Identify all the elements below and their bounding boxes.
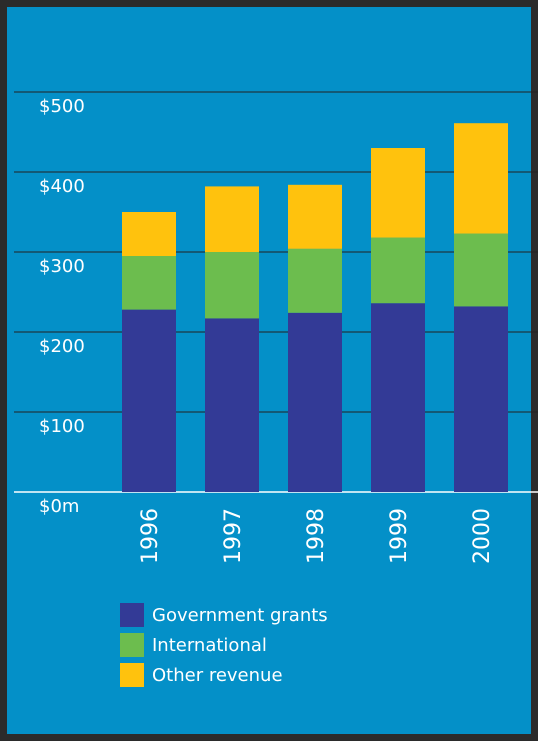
- bar-2000-other-revenue: [454, 123, 508, 234]
- x-tick-label-1997: 1997: [221, 508, 246, 564]
- bar-1996-other-revenue: [122, 212, 176, 256]
- bar-2000-international: [454, 233, 508, 307]
- y-tick-label-200: $200: [39, 336, 85, 357]
- bar-2000-government-grants: [454, 306, 508, 492]
- legend-label-international: International: [152, 634, 267, 656]
- legend-swatch-government-grants: [120, 603, 144, 627]
- stacked-bar-chart: $0m $100 $200 $300 $400 $500 1996 1997 1998 1999…: [14, 91, 538, 564]
- bar-1999-international: [371, 237, 425, 304]
- bar-1997-government-grants: [205, 318, 259, 492]
- bar-1997-other-revenue: [205, 186, 259, 252]
- legend-item-other-revenue: Other revenue: [120, 663, 328, 687]
- y-tick-label-100: $100: [39, 416, 85, 437]
- y-axis-tick-labels: $0m $100 $200 $300 $400 $500: [39, 96, 85, 517]
- bar-1996-international: [122, 256, 176, 310]
- legend-label-government-grants: Government grants: [152, 604, 328, 626]
- y-tick-label-500: $500: [39, 96, 85, 117]
- gridlines: [14, 91, 538, 493]
- legend-item-government-grants: Government grants: [120, 603, 328, 627]
- x-tick-label-1996: 1996: [138, 508, 163, 564]
- bars: [122, 123, 508, 492]
- bar-1998-international: [288, 248, 342, 313]
- legend-item-international: International: [120, 633, 328, 657]
- bar-1998-other-revenue: [288, 184, 342, 249]
- x-tick-label-1998: 1998: [304, 508, 329, 564]
- bar-1996-government-grants: [122, 309, 176, 492]
- y-tick-label-300: $300: [39, 256, 85, 277]
- bar-1998-government-grants: [288, 312, 342, 492]
- legend-swatch-other-revenue: [120, 663, 144, 687]
- bar-1999-other-revenue: [371, 148, 425, 238]
- y-tick-label-0: $0m: [39, 496, 79, 517]
- bar-1997-international: [205, 252, 259, 319]
- x-tick-label-1999: 1999: [387, 508, 412, 564]
- x-axis-category-labels: 1996 1997 1998 1999 2000: [138, 508, 495, 564]
- legend-label-other-revenue: Other revenue: [152, 664, 283, 686]
- y-tick-label-400: $400: [39, 176, 85, 197]
- x-tick-label-2000: 2000: [470, 508, 495, 564]
- legend: Government grants International Other re…: [120, 603, 328, 687]
- legend-swatch-international: [120, 633, 144, 657]
- bar-1999-government-grants: [371, 303, 425, 492]
